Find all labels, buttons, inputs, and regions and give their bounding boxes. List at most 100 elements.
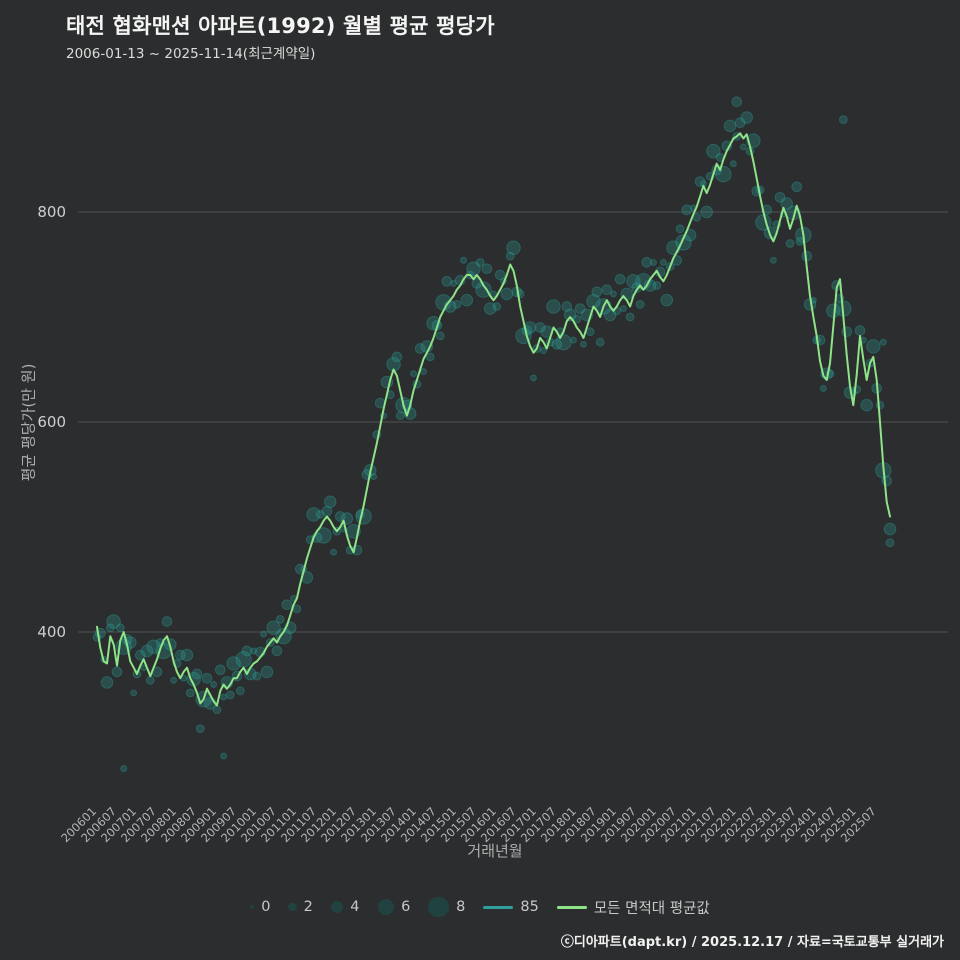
deal-bubble[interactable] [635,300,645,309]
deal-bubble[interactable] [420,368,427,376]
deal-bubble[interactable] [601,284,613,296]
deal-bubble[interactable] [505,251,515,261]
deal-bubble[interactable] [115,623,125,633]
deal-bubble-outlier[interactable] [220,752,228,760]
deal-bubble[interactable] [570,336,577,344]
deal-bubble[interactable] [626,274,641,289]
deal-bubble[interactable] [452,300,462,309]
deal-bubble[interactable] [306,507,321,522]
deal-bubble[interactable] [769,256,777,264]
deal-bubble[interactable] [395,411,405,421]
deal-bubble[interactable] [660,293,674,307]
deal-bubble[interactable] [546,299,561,314]
deal-bubble[interactable] [212,705,222,715]
deal-bubble[interactable] [609,290,617,298]
deal-bubble[interactable] [649,258,657,266]
deal-bubble-outlier[interactable] [838,115,848,124]
deal-bubble[interactable] [555,334,572,351]
deal-bubble[interactable] [111,666,123,678]
deal-bubble[interactable] [140,644,154,658]
deal-bubble[interactable] [619,305,627,313]
deal-bubble[interactable] [466,261,481,276]
legend-series-item[interactable]: 85 [483,899,539,915]
deal-bubble[interactable] [481,263,493,275]
deal-bubble[interactable] [252,671,262,681]
deal-bubble[interactable] [130,689,138,697]
deal-bubble[interactable] [195,724,205,733]
deal-bubble[interactable] [191,668,203,680]
deal-bubble[interactable] [595,337,605,347]
deal-bubble[interactable] [460,293,474,307]
deal-bubble[interactable] [540,347,547,355]
deal-bubble[interactable] [791,181,803,193]
deal-bubble[interactable] [425,352,435,362]
deal-bubble[interactable] [235,686,245,696]
deal-bubble[interactable] [315,527,332,544]
deal-bubble[interactable] [271,645,283,657]
deal-bubble[interactable] [100,676,114,689]
deal-bubble[interactable] [652,281,662,290]
deal-bubble[interactable] [641,257,653,268]
deal-bubble[interactable] [435,331,445,341]
deal-bubble[interactable] [460,256,467,264]
deal-bubble[interactable] [185,688,195,698]
deal-bubble[interactable] [580,340,587,348]
deal-bubble[interactable] [201,672,213,684]
deal-bubble[interactable] [506,240,521,255]
deal-bubble[interactable] [330,548,338,556]
deal-bubble[interactable] [854,325,866,336]
deal-bubble[interactable] [145,675,155,685]
deal-bubble[interactable] [603,308,617,322]
deal-bubble[interactable] [161,616,173,627]
deal-bubble-outlier[interactable] [731,96,743,108]
deal-bubble[interactable] [694,176,706,187]
deal-bubble[interactable] [866,339,881,354]
legend-size-item[interactable]: 4 [330,899,360,915]
deal-bubble[interactable] [774,191,786,203]
deal-bubble[interactable] [563,308,577,322]
legend-size-item[interactable]: 0 [250,899,270,915]
deal-bubble[interactable] [591,286,603,298]
deal-bubble[interactable] [323,495,337,509]
deal-bubble[interactable] [391,351,403,363]
deal-bubble[interactable] [180,648,194,662]
deal-bubble[interactable] [266,620,281,636]
deal-bubble[interactable] [715,166,732,183]
deal-bubble[interactable] [334,511,346,522]
deal-bubble[interactable] [475,258,485,267]
deal-bubble[interactable] [729,160,737,168]
deal-bubble[interactable] [739,143,747,151]
deal-bubble[interactable] [441,275,453,287]
deal-bubble[interactable] [214,664,226,676]
deal-bubble[interactable] [106,614,121,629]
deal-bubble[interactable] [530,374,537,382]
deal-bubble[interactable] [281,599,293,611]
deal-bubble[interactable] [105,623,115,633]
deal-bubble[interactable] [625,312,635,322]
deal-bubble[interactable] [494,269,506,281]
deal-bubble[interactable] [241,645,253,657]
deal-bubble[interactable] [410,370,417,378]
deal-bubble[interactable] [659,258,667,266]
deal-bubble-outlier[interactable] [885,538,895,548]
deal-bubble[interactable] [819,384,827,392]
deal-bubble[interactable] [210,681,218,688]
deal-bubble[interactable] [370,473,378,481]
deal-bubble[interactable] [414,343,426,354]
deal-bubble-outlier[interactable] [120,765,128,772]
deal-bubble[interactable] [355,508,372,525]
deal-bubble[interactable] [706,143,721,159]
deal-bubble[interactable] [275,615,285,624]
deal-bubble[interactable] [275,628,292,645]
deal-bubble[interactable] [534,322,546,333]
deal-bubble[interactable] [860,398,873,412]
deal-bubble[interactable] [875,400,885,410]
deal-bubble[interactable] [134,649,146,661]
deal-bubble[interactable] [225,690,235,700]
deal-bubble[interactable] [585,327,595,337]
deal-bubble-outlier[interactable] [879,338,887,346]
deal-bubble[interactable] [681,204,693,216]
deal-bubble[interactable] [250,647,258,655]
deal-bubble[interactable] [450,279,457,287]
